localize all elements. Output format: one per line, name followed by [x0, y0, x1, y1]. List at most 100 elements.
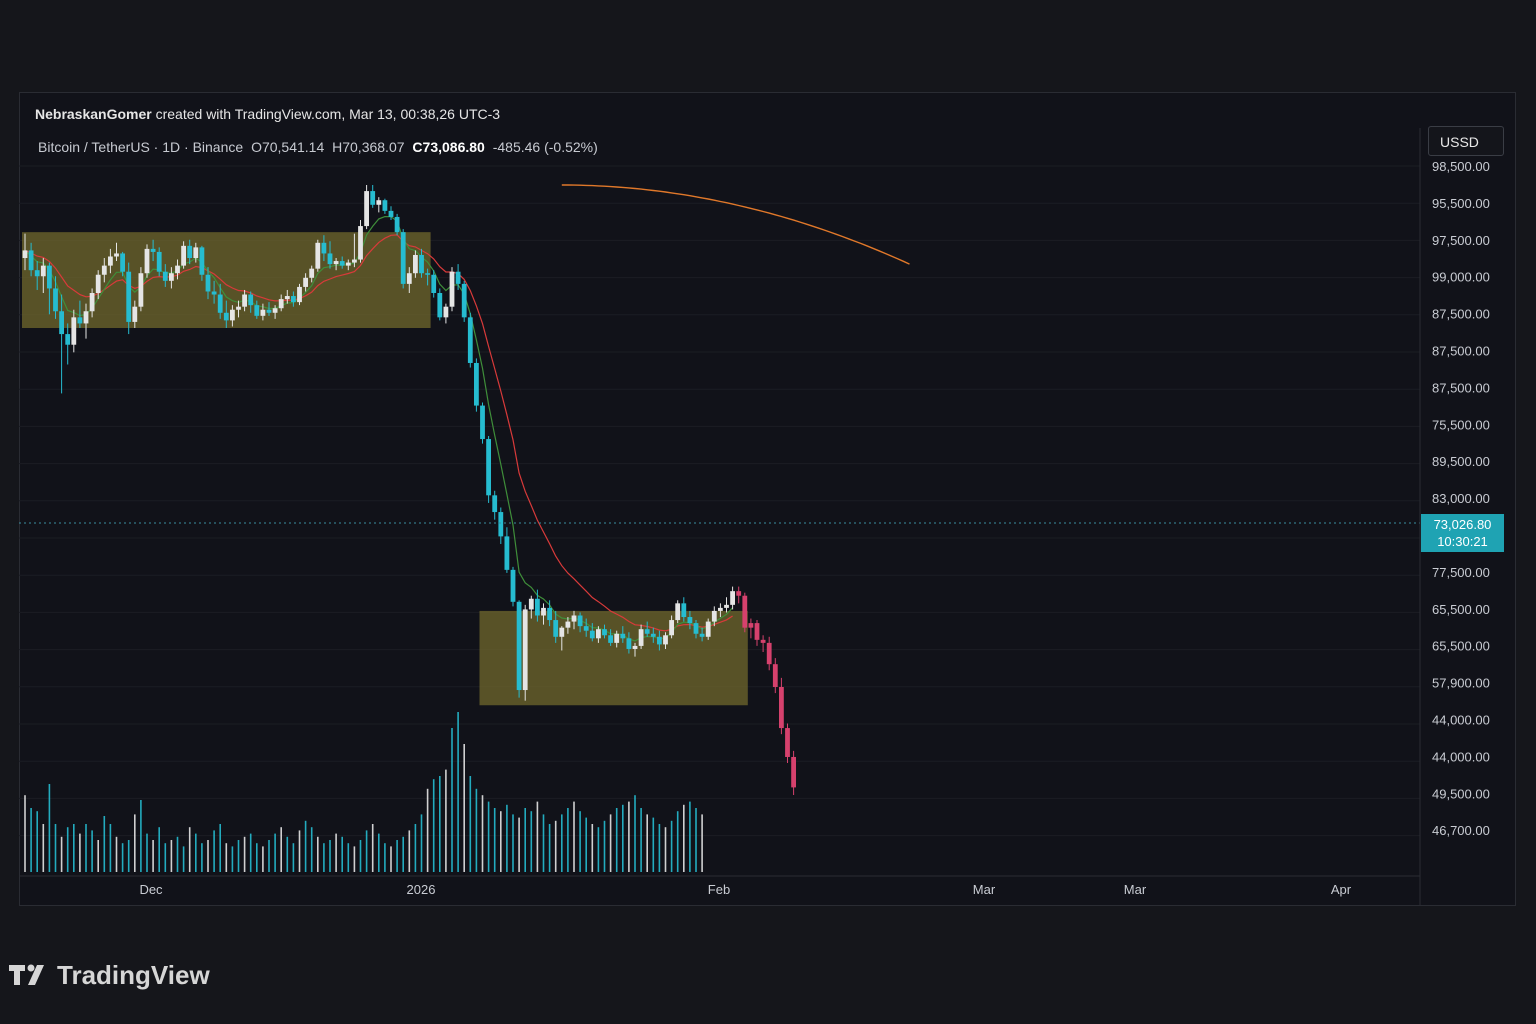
volume-bar [585, 817, 587, 872]
volume-bar [689, 801, 691, 872]
volume-bar [384, 843, 386, 872]
time-axis[interactable]: Dec 2026 Feb Mar Mar Apr [139, 882, 1351, 897]
volume-bar [542, 814, 545, 872]
current-price-countdown: 10:30:21 [1437, 534, 1488, 549]
time-axis-label: Dec [139, 882, 163, 897]
candle [718, 607, 723, 611]
candle [577, 615, 583, 627]
tradingview-wordmark: TradingView [57, 959, 210, 990]
candle [358, 226, 363, 260]
volume-bar [573, 801, 575, 872]
candle [169, 273, 174, 281]
candle [663, 635, 668, 645]
grid-lines [19, 165, 1420, 837]
volume-bar [390, 846, 392, 872]
price-axis-label: 65,500.00 [1432, 602, 1490, 617]
volume-bar [445, 769, 447, 872]
candle [83, 311, 89, 324]
candle [638, 629, 644, 646]
candle [559, 627, 565, 637]
projection-candle [760, 639, 766, 643]
candle [193, 247, 199, 259]
candle [236, 306, 241, 310]
price-axis-label: 44,000.00 [1432, 749, 1490, 764]
candle [205, 274, 211, 292]
volume-bar [457, 712, 459, 872]
candle [187, 245, 193, 259]
symbol-name[interactable]: Bitcoin / TetherUS · 1D · Binance [38, 139, 244, 155]
projection-candle [791, 756, 796, 788]
volume-bar [359, 840, 362, 872]
price-axis-label: 49,500.00 [1432, 786, 1490, 801]
volume-bar [60, 836, 63, 872]
candle [144, 248, 150, 274]
volume-bar [658, 824, 661, 872]
volume-bar [329, 840, 331, 872]
volume-bar [512, 814, 514, 872]
candle [455, 271, 461, 284]
candle [101, 265, 107, 275]
candle [59, 311, 64, 335]
projection-candle [779, 686, 784, 729]
volume-bar [274, 833, 276, 872]
volume-bar [146, 833, 148, 872]
price-axis-label: 75,500.00 [1432, 417, 1490, 432]
volume-bar [231, 846, 234, 872]
candle [315, 242, 321, 269]
price-axis-label: 97,500.00 [1432, 233, 1490, 248]
candle [724, 604, 729, 608]
volume-bar [201, 843, 203, 872]
volume-bar [268, 840, 270, 872]
volume-bar [91, 830, 93, 872]
candle [437, 293, 443, 318]
candle [565, 621, 571, 628]
candle [388, 210, 394, 217]
projection-candle [772, 664, 778, 687]
candle [669, 620, 674, 636]
time-axis-label: Mar [973, 882, 996, 897]
current-price-tag: 73,026.80 10:30:21 [1421, 514, 1504, 552]
price-axis[interactable]: 98,500.00 95,500.00 97,500.00 99,000.00 87,5… [1432, 159, 1490, 838]
candle [120, 253, 125, 272]
candle [352, 259, 357, 263]
volume-bar [225, 843, 228, 872]
volume-bar [280, 827, 282, 872]
candle [510, 569, 516, 602]
chart-frame[interactable] [19, 92, 1516, 906]
volume-bar [66, 827, 69, 872]
volume-bar [591, 824, 594, 872]
candle [260, 309, 266, 316]
ma-long-line [561, 184, 910, 265]
volume-bar [152, 840, 154, 872]
volume-bar [158, 827, 160, 872]
volume-bar [24, 795, 26, 872]
candle [620, 633, 626, 639]
volume-bar [262, 846, 264, 872]
candle [602, 629, 607, 636]
candle [693, 623, 699, 634]
candle [126, 271, 132, 322]
candle [516, 601, 522, 691]
tradingview-logo[interactable]: TradingView [9, 958, 210, 992]
volume-bar [463, 744, 465, 872]
candle [675, 603, 681, 621]
candle [309, 268, 315, 278]
volume-bar [628, 801, 630, 872]
volume-bar [579, 811, 581, 872]
volume-bar [164, 843, 167, 872]
volume-bar [524, 808, 526, 872]
price-axis-label: 98,500.00 [1432, 159, 1490, 174]
candle [162, 271, 168, 281]
volume-bar [243, 836, 246, 872]
volume-bar [378, 833, 380, 872]
projection-candle [766, 642, 772, 665]
volume-bar [30, 808, 32, 872]
currency-button[interactable]: USSD [1428, 126, 1504, 156]
candles [22, 185, 735, 701]
candle [626, 638, 632, 649]
candle [596, 629, 601, 639]
price-axis-label: 99,000.00 [1432, 270, 1490, 285]
candle [535, 598, 540, 616]
candle [370, 191, 376, 205]
